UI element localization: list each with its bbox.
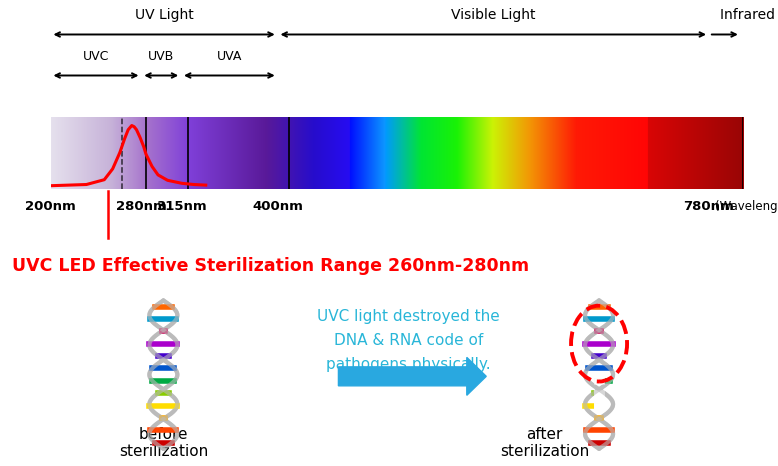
- Text: UVC: UVC: [82, 50, 109, 63]
- Text: UV Light: UV Light: [135, 8, 194, 22]
- Text: pathogens physically.: pathogens physically.: [326, 357, 491, 372]
- Text: 200nm: 200nm: [25, 200, 76, 213]
- Text: Visible Light: Visible Light: [451, 8, 535, 22]
- Text: 780nm: 780nm: [684, 200, 734, 213]
- Text: UVC LED Effective Sterilization Range 260nm-280nm: UVC LED Effective Sterilization Range 26…: [12, 257, 529, 275]
- Text: 400nm: 400nm: [252, 200, 303, 213]
- Text: UVC light destroyed the: UVC light destroyed the: [317, 309, 499, 324]
- Text: 315nm: 315nm: [156, 200, 206, 213]
- FancyArrow shape: [338, 357, 486, 395]
- Text: after
sterilization: after sterilization: [500, 427, 589, 459]
- Text: 280nm: 280nm: [116, 200, 166, 213]
- Text: UVA: UVA: [216, 50, 242, 63]
- Text: before
sterilization: before sterilization: [119, 427, 208, 459]
- Text: UVB: UVB: [148, 50, 174, 63]
- Text: Infrared Ray: Infrared Ray: [720, 8, 778, 22]
- Text: DNA & RNA code of: DNA & RNA code of: [334, 333, 483, 348]
- Text: (Wavelength): (Wavelength): [715, 200, 778, 213]
